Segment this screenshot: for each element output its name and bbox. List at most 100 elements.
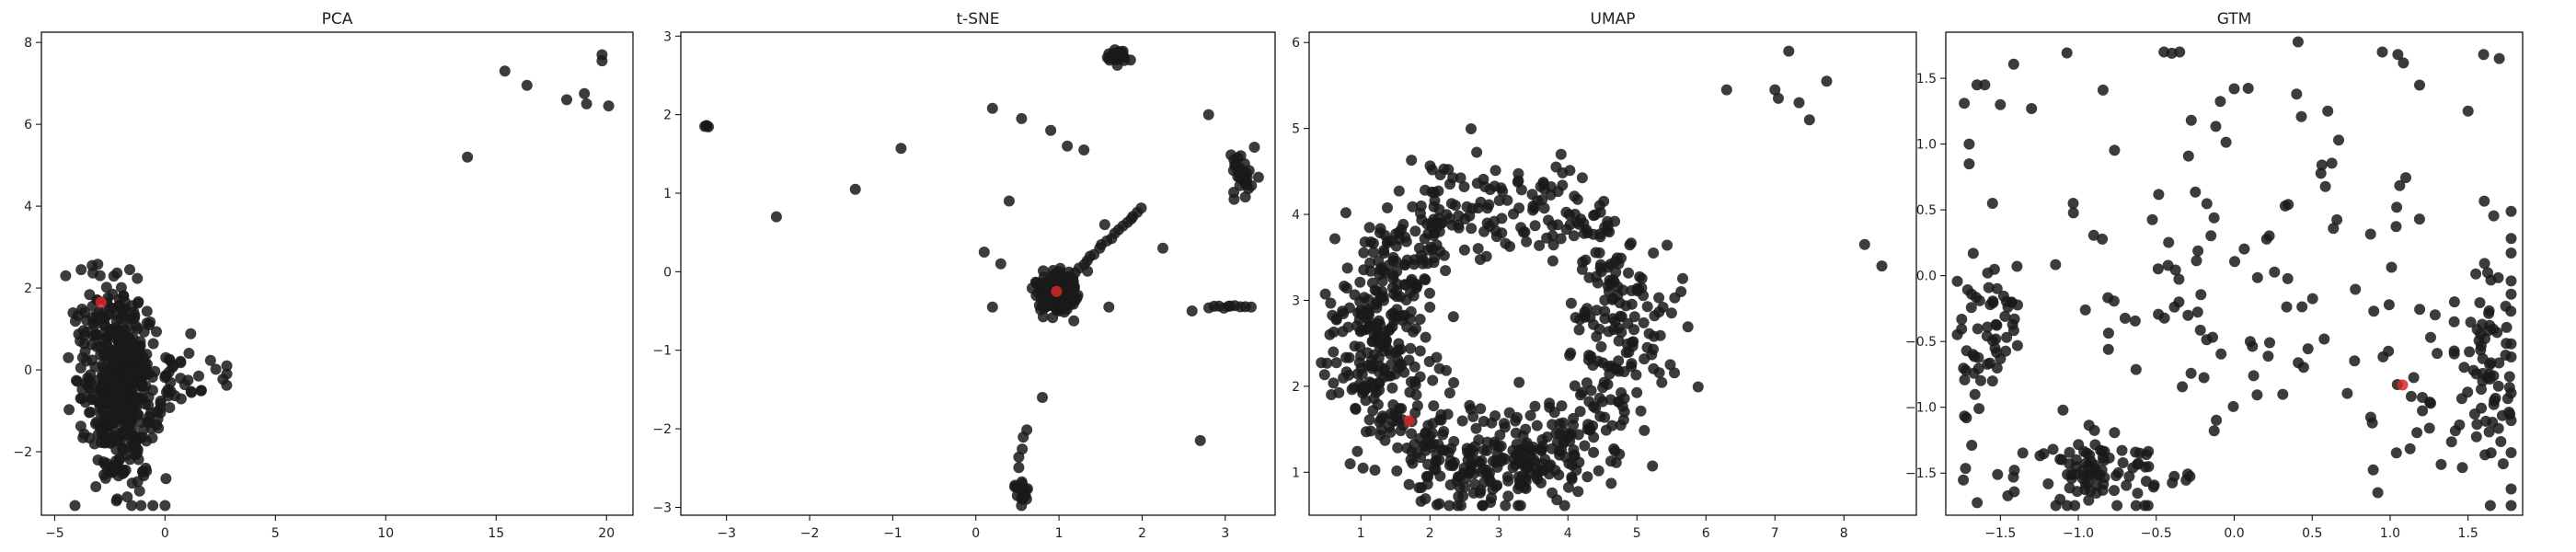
data-point: [2067, 198, 2079, 209]
data-point: [1235, 150, 1247, 162]
data-point: [2130, 500, 2142, 512]
data-point: [2493, 52, 2505, 64]
data-point: [1639, 353, 1650, 365]
data-point: [1364, 265, 1376, 277]
data-point: [2500, 350, 2512, 361]
data-point: [1532, 473, 1544, 485]
data-point: [1559, 427, 1571, 439]
data-point: [1515, 222, 1527, 234]
data-point: [77, 431, 89, 443]
data-point: [210, 363, 222, 375]
data-point: [2034, 450, 2046, 462]
data-point: [1597, 357, 1609, 369]
data-point: [2505, 205, 2517, 217]
data-point: [1427, 418, 1439, 430]
data-point: [1395, 291, 1406, 303]
data-point: [110, 495, 122, 507]
x-tick-label: −0.5: [2141, 526, 2172, 541]
y-tick-label: 1: [663, 187, 672, 201]
data-point: [2191, 255, 2202, 267]
data-point: [151, 419, 163, 431]
data-point: [2008, 486, 2020, 498]
data-point: [86, 259, 98, 271]
data-point: [1638, 316, 1650, 328]
data-point: [2153, 189, 2165, 201]
data-point: [1960, 463, 1972, 475]
data-point: [147, 338, 159, 350]
data-point: [99, 351, 111, 362]
data-point: [195, 385, 207, 397]
data-point: [1353, 357, 1365, 368]
data-point: [123, 313, 135, 325]
data-point: [1350, 402, 1362, 414]
data-point: [2471, 419, 2483, 431]
data-point: [2492, 422, 2504, 434]
data-point: [2182, 309, 2194, 321]
data-point: [2089, 439, 2101, 451]
data-point: [144, 316, 156, 328]
data-point: [2242, 83, 2254, 94]
data-point: [2169, 264, 2181, 276]
data-point: [1876, 260, 1888, 272]
x-tick-label: 7: [1771, 526, 1779, 541]
data-point: [1202, 109, 1214, 121]
data-point: [1565, 347, 1577, 359]
data-point: [1362, 304, 1374, 315]
chart-title: GTM: [2217, 10, 2252, 29]
data-point: [2326, 157, 2338, 169]
data-point: [1486, 492, 1498, 504]
data-point: [521, 79, 533, 91]
data-point: [1472, 243, 1484, 255]
data-point: [596, 49, 608, 61]
data-point: [2386, 261, 2398, 273]
data-point: [2251, 271, 2263, 283]
data-point: [2315, 167, 2327, 179]
data-point: [1593, 465, 1604, 477]
data-point: [2139, 500, 2151, 512]
data-point: [1424, 301, 1436, 313]
data-point: [1960, 364, 1972, 376]
data-point: [1513, 376, 1525, 388]
data-point: [2445, 436, 2457, 448]
data-point: [1432, 185, 1444, 197]
data-point: [132, 408, 144, 420]
data-point: [1481, 444, 1493, 456]
data-point: [1635, 405, 1647, 417]
data-point: [1965, 302, 1977, 314]
x-tick-label: −2: [800, 526, 820, 541]
data-point: [1478, 416, 1489, 427]
data-point: [2215, 348, 2227, 360]
data-point: [1587, 360, 1599, 371]
data-point: [1591, 270, 1602, 282]
data-point: [1375, 262, 1387, 274]
data-point: [1431, 351, 1443, 363]
y-tick-label: 0: [663, 265, 672, 280]
data-point: [1452, 500, 1464, 512]
data-point: [1378, 339, 1390, 351]
data-point: [1967, 349, 1979, 361]
x-tick-label: 1.0: [2380, 526, 2400, 541]
data-point: [1858, 238, 1870, 250]
data-point: [1367, 405, 1379, 417]
data-point: [1429, 252, 1441, 264]
data-point: [2251, 389, 2263, 401]
data-point: [1328, 377, 1340, 389]
data-point: [1326, 389, 1338, 400]
data-point: [2493, 357, 2505, 369]
data-point: [2007, 58, 2019, 70]
data-point: [1569, 190, 1581, 202]
data-point: [1230, 160, 1242, 172]
data-point: [1483, 473, 1495, 485]
data-point: [1377, 410, 1388, 422]
data-point: [1405, 342, 1417, 354]
data-point: [141, 305, 153, 317]
data-point: [2077, 469, 2089, 481]
data-point: [1461, 201, 1473, 213]
data-point: [1454, 471, 1466, 483]
data-point: [2364, 411, 2376, 423]
data-point: [1501, 194, 1513, 206]
data-point: [2501, 321, 2513, 333]
data-point: [2229, 256, 2240, 268]
data-point: [1360, 312, 1372, 324]
data-point: [138, 326, 150, 338]
